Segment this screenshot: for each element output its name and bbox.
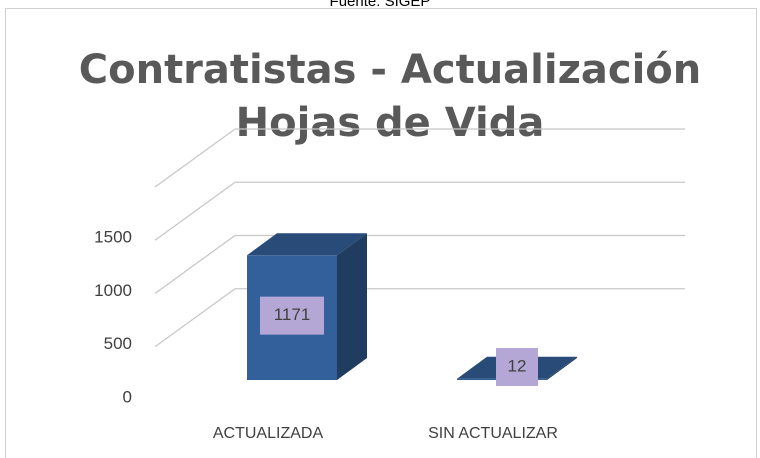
x-tick-label: ACTUALIZADA — [213, 425, 324, 442]
x-tick-label: SIN ACTUALIZAR — [428, 425, 558, 442]
chart-title: Contratistas - Actualización — [79, 47, 702, 93]
y-tick-label: 0 — [123, 387, 132, 406]
y-tick-label: 1500 — [94, 228, 132, 247]
bar-side — [547, 356, 577, 380]
y-tick-label: 1000 — [94, 281, 132, 300]
chart-title: Hojas de Vida — [236, 100, 545, 146]
bar-side — [337, 233, 367, 380]
grid-line — [154, 128, 236, 188]
data-label: 12 — [508, 356, 527, 375]
grid-line — [154, 234, 236, 295]
y-tick-label: 500 — [104, 334, 132, 353]
bar-top — [247, 233, 367, 256]
data-label: 1171 — [274, 305, 311, 324]
data-label-box — [496, 348, 538, 386]
source: Fuente: SIGEP — [330, 0, 431, 10]
grid-line — [154, 288, 236, 348]
grid-line — [154, 181, 236, 241]
chart-frame — [5, 8, 757, 458]
data-label-box — [260, 296, 324, 335]
